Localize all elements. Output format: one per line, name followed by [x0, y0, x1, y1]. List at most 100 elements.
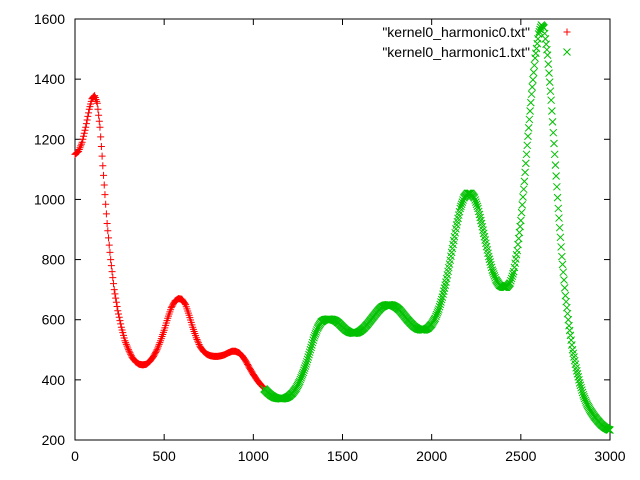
data-point [555, 223, 564, 232]
axis-ticks: 0 500 1000 1500 2000 2500 3000 200 400 600 800 1000… [34, 11, 626, 464]
data-point [80, 132, 88, 140]
data-point [152, 347, 160, 355]
data-point [487, 263, 496, 272]
data-point [99, 162, 107, 170]
data-point [506, 279, 514, 287]
data-point [543, 51, 552, 59]
data-point [439, 287, 448, 295]
data-point [103, 219, 111, 227]
data-point [559, 268, 568, 277]
data-point [557, 243, 565, 251]
data-point [456, 204, 465, 213]
legend-swatch-series-1 [563, 28, 571, 36]
data-point [116, 317, 124, 325]
data-point [572, 363, 580, 372]
data-point [125, 346, 132, 354]
data-point [96, 123, 104, 131]
data-point [122, 339, 130, 347]
data-point [557, 252, 566, 261]
data-point [97, 133, 105, 141]
data-point [552, 172, 560, 180]
data-point [523, 141, 532, 150]
data-point [472, 198, 480, 206]
data-point [258, 382, 266, 390]
data-point [76, 144, 84, 152]
data-point [304, 353, 313, 361]
data-point [115, 310, 123, 318]
y-tick-label: 200 [42, 432, 66, 448]
data-point [102, 200, 110, 208]
data-point [104, 227, 112, 235]
data-point [560, 276, 568, 284]
data-point [194, 339, 202, 347]
data-point [300, 364, 309, 372]
series-1 [71, 92, 267, 391]
data-point [83, 116, 91, 124]
series-2 [260, 21, 614, 434]
data-point [302, 360, 310, 368]
data-point [115, 313, 123, 321]
legend-label-series-1: "kernel0_harmonic0.txt" [382, 24, 530, 40]
x-tick-label: 3000 [594, 448, 625, 464]
y-tick-label: 1600 [34, 11, 65, 27]
data-point [550, 139, 558, 148]
y-tick-label: 600 [42, 312, 66, 328]
data-point [306, 345, 315, 354]
data-point [110, 286, 118, 294]
y-tick-label: 1200 [34, 131, 65, 147]
data-point [526, 107, 534, 115]
data-point [95, 117, 103, 125]
data-point [435, 302, 444, 311]
data-point [527, 90, 536, 99]
data-point [554, 204, 563, 213]
data-point [474, 207, 483, 216]
data-point [105, 234, 113, 242]
data-point [303, 355, 312, 364]
legend: "kernel0_harmonic0.txt" "kernel0_harmoni… [382, 24, 571, 60]
data-point [181, 300, 189, 308]
x-tick-label: 1500 [327, 448, 358, 464]
data-point [125, 347, 133, 355]
data-point [111, 290, 119, 298]
series-layer [71, 21, 614, 434]
data-point [110, 280, 118, 288]
data-point [550, 150, 559, 159]
x-tick-label: 2000 [416, 448, 447, 464]
data-point [81, 126, 89, 134]
data-point [113, 302, 121, 310]
data-point [521, 168, 529, 177]
data-point [509, 270, 517, 278]
data-point [77, 142, 85, 150]
data-point [84, 112, 92, 120]
data-point [309, 336, 318, 345]
legend-label-series-2: "kernel0_harmonic1.txt" [382, 44, 530, 60]
data-point [155, 340, 163, 348]
legend-swatch-series-2 [563, 48, 571, 56]
data-point [438, 293, 447, 302]
data-point [522, 150, 531, 159]
data-point [529, 75, 537, 84]
data-point [107, 256, 115, 264]
data-point [575, 379, 584, 387]
data-point [555, 214, 563, 222]
y-tick-label: 1400 [34, 71, 65, 87]
data-point [477, 216, 485, 225]
data-point [457, 202, 465, 211]
data-point [436, 300, 445, 309]
data-point [546, 87, 555, 96]
data-point [307, 341, 316, 349]
data-point [105, 241, 113, 249]
data-point [156, 339, 164, 347]
data-point [95, 111, 103, 119]
data-point [556, 233, 565, 242]
data-point [529, 68, 538, 77]
data-point [101, 191, 109, 199]
data-point [93, 99, 101, 107]
x-tick-label: 500 [152, 448, 176, 464]
data-point [440, 284, 449, 292]
data-point [75, 146, 83, 154]
data-point [123, 342, 131, 350]
data-point [576, 381, 585, 390]
data-point [153, 346, 161, 354]
data-point [82, 120, 90, 128]
